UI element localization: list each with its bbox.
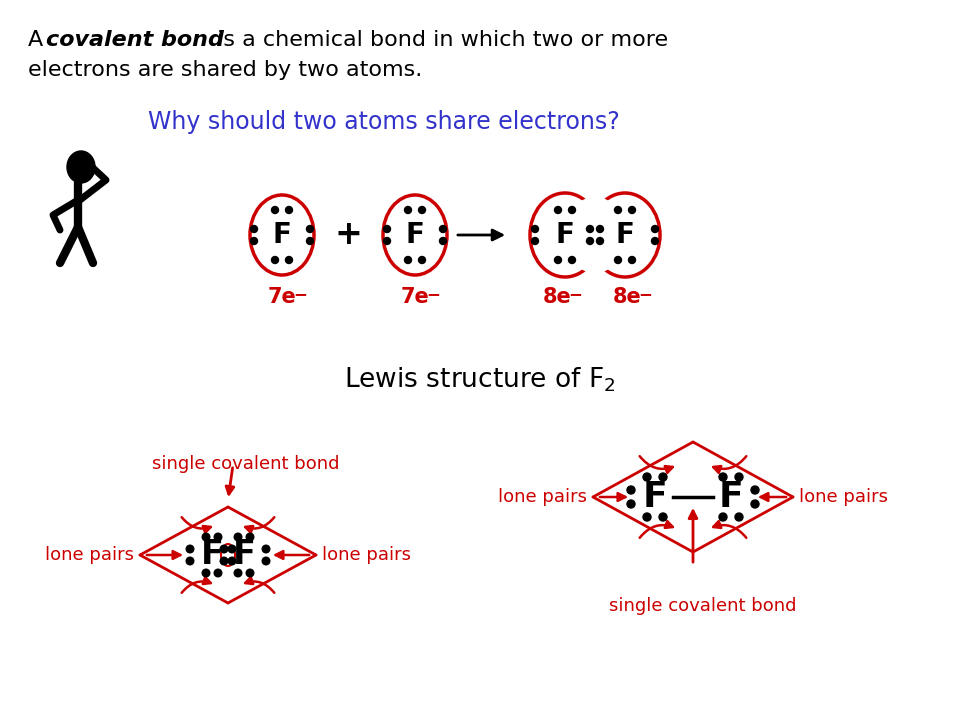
Text: F: F [642,480,667,514]
Circle shape [629,207,636,214]
Circle shape [587,238,593,245]
Circle shape [568,207,575,214]
Text: single covalent bond: single covalent bond [153,455,340,473]
Circle shape [596,225,604,233]
Circle shape [652,225,659,233]
Text: 8e: 8e [542,287,571,307]
Text: F: F [273,221,292,249]
Text: F: F [405,221,424,249]
Text: −: − [638,285,652,303]
Text: 7e: 7e [400,287,429,307]
Circle shape [652,238,659,245]
Circle shape [234,534,242,541]
Circle shape [214,570,222,577]
Circle shape [659,473,667,481]
Text: F: F [556,221,574,249]
Circle shape [272,207,278,214]
Circle shape [555,207,562,214]
Text: 7e: 7e [268,287,297,307]
Circle shape [751,486,759,494]
Circle shape [262,545,270,553]
Text: +: + [334,218,362,251]
Circle shape [251,225,257,233]
Circle shape [251,238,257,245]
Circle shape [186,557,194,564]
Ellipse shape [530,193,600,277]
Text: lone pairs: lone pairs [799,488,888,506]
Circle shape [440,225,446,233]
Circle shape [614,207,621,214]
Text: single covalent bond: single covalent bond [610,597,797,615]
Circle shape [404,256,412,264]
Text: lone pairs: lone pairs [45,546,134,564]
Circle shape [234,570,242,577]
Circle shape [659,513,667,521]
Circle shape [383,225,391,233]
Circle shape [203,570,210,577]
Circle shape [285,256,293,264]
Circle shape [532,238,539,245]
Ellipse shape [563,197,627,273]
Circle shape [587,225,593,233]
Circle shape [627,500,635,508]
Circle shape [246,570,253,577]
Circle shape [719,513,727,521]
Text: F: F [201,539,224,572]
Circle shape [643,513,651,521]
Circle shape [272,256,278,264]
Circle shape [440,238,446,245]
Circle shape [643,473,651,481]
Text: electrons are shared by two atoms.: electrons are shared by two atoms. [28,60,422,80]
Text: lone pairs: lone pairs [498,488,587,506]
Circle shape [214,534,222,541]
Text: Why should two atoms share electrons?: Why should two atoms share electrons? [148,110,620,134]
Circle shape [404,207,412,214]
Circle shape [383,238,391,245]
Circle shape [751,500,759,508]
Ellipse shape [67,151,95,183]
Circle shape [220,557,228,564]
Text: −: − [568,285,582,303]
Circle shape [719,473,727,481]
Text: F: F [232,539,255,572]
Circle shape [262,557,270,564]
Text: F: F [719,480,743,514]
Circle shape [735,473,743,481]
Text: F: F [615,221,635,249]
Circle shape [203,534,210,541]
Text: is a chemical bond in which two or more: is a chemical bond in which two or more [210,30,668,50]
Text: lone pairs: lone pairs [322,546,411,564]
Circle shape [735,513,743,521]
Ellipse shape [590,193,660,277]
Circle shape [306,238,314,245]
Circle shape [568,256,575,264]
Circle shape [228,545,236,553]
Text: −: − [293,285,307,303]
Circle shape [419,207,425,214]
Circle shape [629,256,636,264]
Circle shape [532,225,539,233]
Circle shape [246,534,253,541]
Circle shape [627,486,635,494]
Text: 8e: 8e [612,287,641,307]
Circle shape [228,557,236,564]
Circle shape [555,256,562,264]
Text: Lewis structure of F$_2$: Lewis structure of F$_2$ [344,365,616,394]
Circle shape [614,256,621,264]
Circle shape [186,545,194,553]
Circle shape [285,207,293,214]
Circle shape [596,238,604,245]
Text: −: − [426,285,440,303]
Circle shape [419,256,425,264]
Circle shape [306,225,314,233]
Text: A: A [28,30,50,50]
Text: covalent bond: covalent bond [46,30,224,50]
Circle shape [220,545,228,553]
